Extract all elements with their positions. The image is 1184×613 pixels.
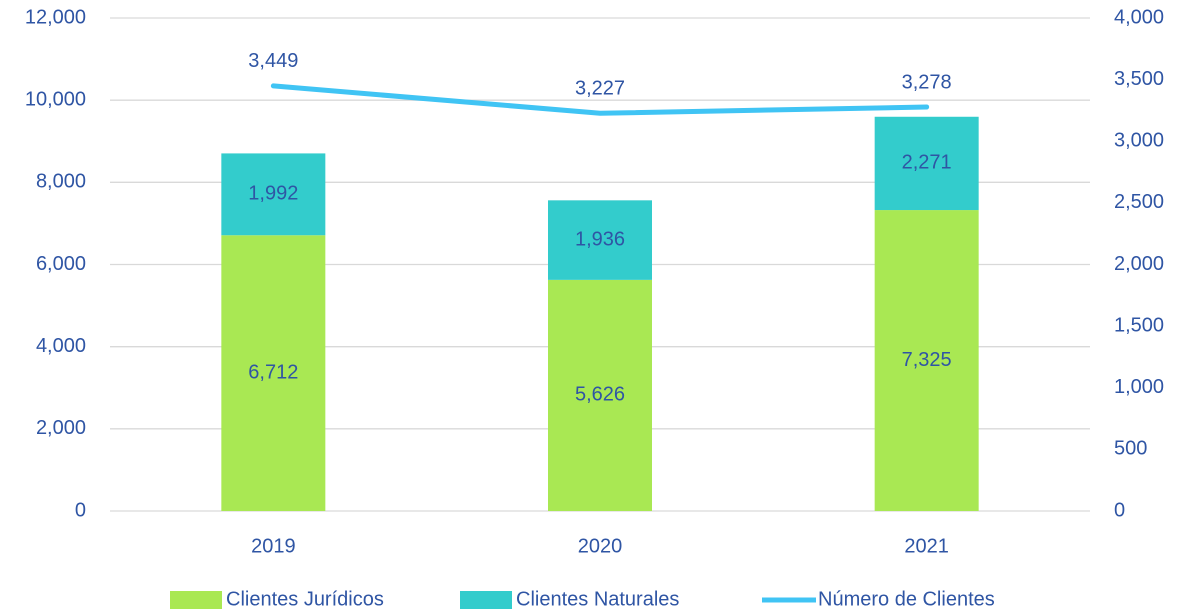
y2-tick-label: 3,000 — [1114, 130, 1164, 152]
y2-tick-label: 0 — [1114, 499, 1125, 521]
y-tick-label: 12,000 — [25, 6, 86, 28]
legend-swatch — [170, 591, 222, 609]
y2-tick-label: 2,500 — [1114, 191, 1164, 213]
x-tick-label: 2019 — [251, 535, 296, 557]
data-label: 2,271 — [902, 152, 952, 174]
y-tick-label: 10,000 — [25, 88, 86, 110]
y-tick-label: 6,000 — [36, 253, 86, 275]
data-label: 3,278 — [902, 71, 952, 93]
legend-label: Clientes Naturales — [516, 588, 679, 610]
data-label: 1,992 — [248, 183, 298, 205]
data-label: 5,626 — [575, 384, 625, 406]
data-label: 3,227 — [575, 78, 625, 100]
y-tick-label: 8,000 — [36, 171, 86, 193]
data-label: 3,449 — [248, 50, 298, 72]
y-tick-label: 0 — [75, 499, 86, 521]
y2-tick-label: 4,000 — [1114, 6, 1164, 28]
data-label: 1,936 — [575, 228, 625, 250]
data-label: 7,325 — [902, 349, 952, 371]
x-tick-label: 2021 — [904, 535, 949, 557]
bar-segment — [874, 210, 979, 512]
bar-segment — [548, 279, 652, 511]
y-tick-label: 4,000 — [36, 335, 86, 357]
y2-tick-label: 3,500 — [1114, 68, 1164, 90]
y-tick-label: 2,000 — [36, 417, 86, 439]
y2-tick-label: 1,000 — [1114, 376, 1164, 398]
legend-label: Clientes Jurídicos — [226, 588, 384, 610]
legend-swatch — [460, 591, 512, 609]
data-label: 6,712 — [248, 361, 298, 383]
y2-tick-label: 500 — [1114, 438, 1147, 460]
y2-tick-label: 1,500 — [1114, 314, 1164, 336]
y2-tick-label: 2,000 — [1114, 253, 1164, 275]
bar-segment — [221, 235, 326, 512]
line-series — [270, 83, 930, 116]
bar-segment — [221, 153, 326, 236]
bar-segment — [874, 116, 979, 211]
x-tick-label: 2020 — [578, 535, 623, 557]
bar-segment — [548, 200, 652, 280]
legend-label: Número de Clientes — [818, 588, 995, 610]
